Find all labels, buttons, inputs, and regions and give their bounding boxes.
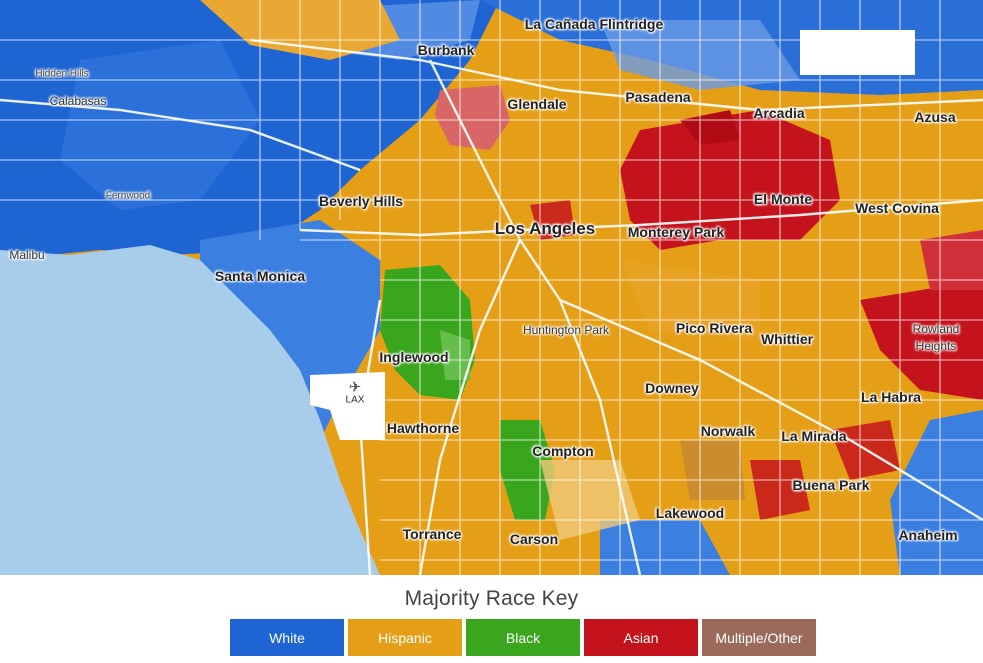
legend: Majority Race Key White Hispanic Black A…	[0, 575, 983, 663]
map-canvas	[0, 0, 983, 575]
place-label: Anaheim	[898, 527, 958, 543]
place-label: Malibu	[9, 248, 45, 262]
place-label: Heights	[915, 339, 957, 353]
legend-title: Majority Race Key	[404, 587, 579, 610]
place-label: La Mirada	[781, 428, 847, 444]
legend-item-black: Black	[466, 619, 580, 656]
place-label: Inglewood	[379, 349, 449, 365]
legend-item-label: Multiple/Other	[715, 629, 803, 646]
place-label: Carson	[509, 531, 559, 547]
airplane-icon: ✈	[348, 379, 362, 396]
legend-item-label: Hispanic	[378, 629, 432, 646]
place-label: Downey	[645, 380, 699, 396]
place-label: Glendale	[507, 96, 567, 112]
legend-item-label: Black	[505, 629, 541, 646]
place-label: Calabasas	[49, 94, 107, 108]
place-label: Huntington Park	[522, 323, 610, 337]
place-label: Pico Rivera	[675, 320, 753, 336]
place-label: La Habra	[861, 389, 921, 405]
place-label: La Cañada Flintridge	[524, 16, 664, 32]
place-label: Compton	[532, 443, 594, 459]
place-label: Burbank	[417, 42, 475, 58]
place-label: Beverly Hills	[318, 193, 404, 209]
legend-item-multiple-other: Multiple/Other	[702, 619, 816, 656]
legend-item-label: Asian	[623, 629, 659, 646]
place-label: Arcadia	[753, 105, 805, 121]
place-label: Monterey Park	[627, 224, 725, 240]
legend-item-asian: Asian	[584, 619, 698, 656]
place-label: Santa Monica	[214, 268, 306, 284]
place-label: Hawthorne	[386, 420, 460, 436]
place-label: Hidden Hills	[35, 68, 89, 80]
legend-item-white: White	[230, 619, 344, 656]
place-label: Lakewood	[655, 505, 725, 521]
place-label: Azusa	[914, 109, 956, 125]
place-label: Norwalk	[700, 423, 756, 439]
legend-item-label: White	[269, 629, 305, 646]
airport-label: LAX	[345, 394, 365, 406]
map-area[interactable]: La Cañada Flintridge Burbank Hidden Hill…	[0, 0, 983, 575]
place-label: Whittier	[760, 331, 814, 347]
place-label: Pasadena	[625, 89, 691, 105]
place-label: Rowland	[912, 322, 960, 336]
place-label: Fernwood	[105, 190, 151, 202]
legend-swatches: White Hispanic Black Asian Multiple/Othe…	[230, 619, 816, 656]
legend-item-hispanic: Hispanic	[348, 619, 462, 656]
place-label: Buena Park	[792, 477, 870, 493]
place-label: El Monte	[753, 191, 813, 207]
place-label: Torrance	[402, 526, 462, 542]
place-label: Los Angeles	[494, 219, 596, 238]
place-label: West Covina	[855, 200, 939, 216]
